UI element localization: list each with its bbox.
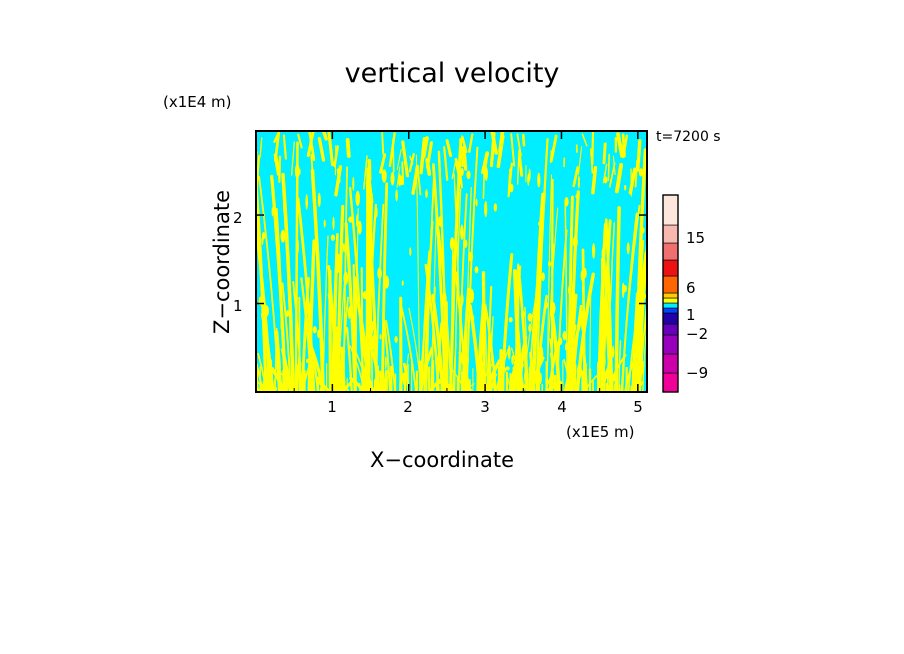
colorbar-level-3 <box>662 323 679 336</box>
x-tick-label-3: 3 <box>480 398 490 416</box>
colorbar-level-12 <box>662 224 679 244</box>
colorbar-level-5 <box>662 307 679 314</box>
colorbar-level-4 <box>662 312 679 325</box>
x-tick-label-4: 4 <box>557 398 567 416</box>
colorbar-label-6: 6 <box>686 279 696 297</box>
x-tick-label-2: 2 <box>403 398 413 416</box>
colorbar-level-2 <box>662 334 679 355</box>
z-axis-unit: (x1E4 m) <box>163 93 232 111</box>
plot-frame <box>255 130 648 393</box>
colorbar <box>662 194 679 393</box>
colorbar-level-6 <box>662 302 679 309</box>
colorbar-level-11 <box>662 242 679 261</box>
colorbar-level-1 <box>662 353 679 374</box>
colorbar-label-15: 15 <box>686 229 706 247</box>
z-tick-label-1: 1 <box>233 297 243 315</box>
colorbar-level-9 <box>662 275 679 294</box>
colorbar-label-minus-2: −2 <box>686 325 709 343</box>
colorbar-level-13 <box>662 194 679 226</box>
chart-title: vertical velocity <box>344 58 560 89</box>
x-tick-label-1: 1 <box>327 398 337 416</box>
z-tick-label-2: 2 <box>233 209 243 227</box>
x-axis-unit: (x1E5 m) <box>566 423 635 441</box>
colorbar-frame <box>662 194 679 393</box>
plot-area <box>255 130 648 393</box>
x-axis-label: X−coordinate <box>370 448 514 472</box>
colorbar-label-1: 1 <box>686 306 696 324</box>
colorbar-label-minus-9: −9 <box>686 364 709 382</box>
colorbar-level-0 <box>662 372 679 393</box>
colorbar-level-7 <box>662 297 679 304</box>
convection-streaks <box>256 131 647 392</box>
colorbar-level-10 <box>662 259 679 277</box>
time-label: t=7200 s <box>656 129 721 145</box>
colorbar-level-8 <box>662 292 679 299</box>
x-tick-label-5: 5 <box>633 398 643 416</box>
